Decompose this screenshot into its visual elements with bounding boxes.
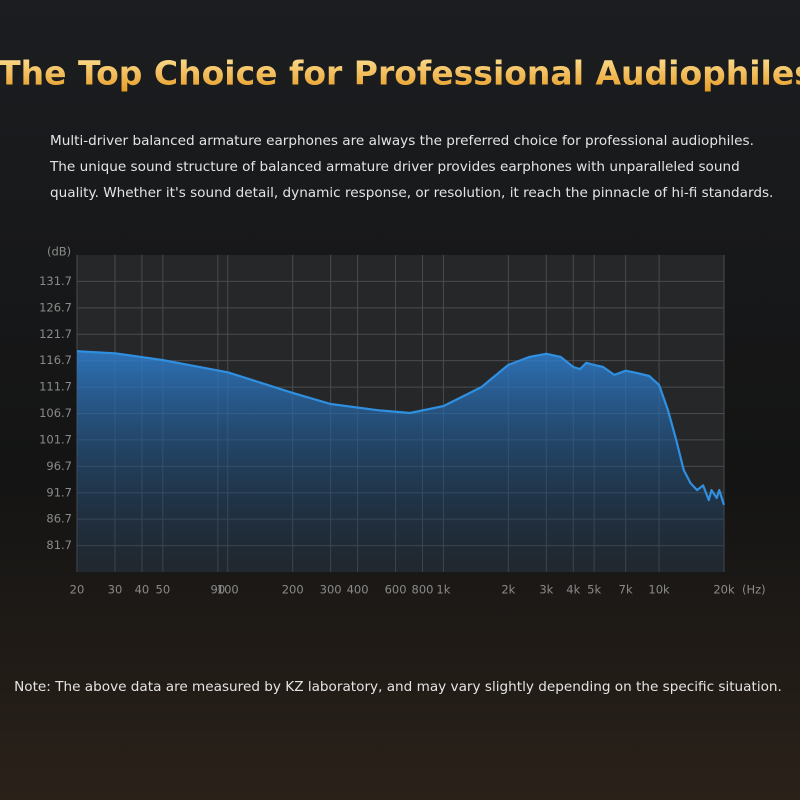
x-tick-label: 100 [217, 583, 239, 597]
x-tick-label: 1k [436, 583, 450, 597]
response-line [76, 350, 726, 506]
y-tick-label: 126.7 [39, 300, 72, 314]
x-tick-label: 2k [501, 583, 515, 597]
y-tick-label: 111.7 [39, 380, 72, 394]
chart: 81.7 86.7 91.7 96.7 101.7 106.7 111.7 116.7 121.… [39, 255, 735, 597]
title: The Top Choice for Professional Audiophi… [0, 54, 800, 93]
response-area [77, 351, 724, 572]
x-tick-label: 5k [587, 583, 601, 597]
x-tick-label: 200 [282, 583, 304, 597]
y-tick-label: 121.7 [39, 327, 72, 341]
y-tick-label: 91.7 [46, 485, 72, 499]
x-tick-label: 20 [70, 583, 85, 597]
x-tick-label: 4k [566, 583, 580, 597]
x-tick-label: 30 [108, 583, 123, 597]
description: Multi-driver balanced armature earphones… [50, 133, 754, 149]
x-unit: (Hz) [742, 583, 766, 597]
x-tick-label: 7k [619, 583, 633, 597]
y-tick-label: 131.7 [39, 274, 72, 288]
y-tick-label: 81.7 [46, 538, 72, 552]
x-tick-label: 40 [135, 583, 150, 597]
x-tick-label: 20k [713, 583, 735, 597]
x-tick-label: 300 [320, 583, 342, 597]
note: Note: The above data are measured by KZ … [14, 679, 782, 695]
y-unit: (dB) [47, 245, 71, 259]
x-tick-label: 800 [412, 583, 434, 597]
x-tick-label: 50 [156, 583, 171, 597]
y-tick-label: 86.7 [46, 512, 72, 526]
description: quality. Whether it's sound detail, dyna… [50, 185, 773, 201]
x-tick-label: 400 [347, 583, 369, 597]
y-tick-label: 116.7 [39, 353, 72, 367]
y-tick-label: 106.7 [39, 406, 72, 420]
x-tick-label: 90 [211, 583, 226, 597]
description: The unique sound structure of balanced a… [49, 159, 740, 175]
y-tick-label: 96.7 [46, 459, 72, 473]
y-tick-label: 101.7 [39, 432, 72, 446]
x-tick-label: 10k [648, 583, 670, 597]
x-tick-label: 3k [539, 583, 553, 597]
x-tick-label: 600 [385, 583, 407, 597]
